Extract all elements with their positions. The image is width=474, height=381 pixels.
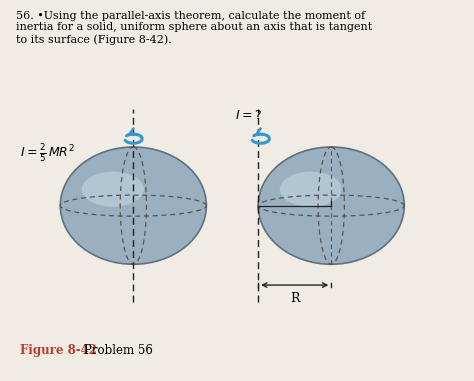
Text: Figure 8-42: Figure 8-42 (20, 344, 97, 357)
Ellipse shape (60, 147, 206, 264)
Ellipse shape (82, 171, 144, 207)
Text: $I = \frac{2}{5}\,MR^2$: $I = \frac{2}{5}\,MR^2$ (20, 142, 75, 163)
Text: R: R (290, 292, 300, 305)
Text: $I = ?$: $I = ?$ (235, 109, 262, 122)
Text: 56. •Using the parallel-axis theorem, calculate the moment of
inertia for a soli: 56. •Using the parallel-axis theorem, ca… (16, 11, 372, 45)
Text: Problem 56: Problem 56 (84, 344, 153, 357)
Ellipse shape (280, 171, 342, 207)
Ellipse shape (258, 147, 404, 264)
